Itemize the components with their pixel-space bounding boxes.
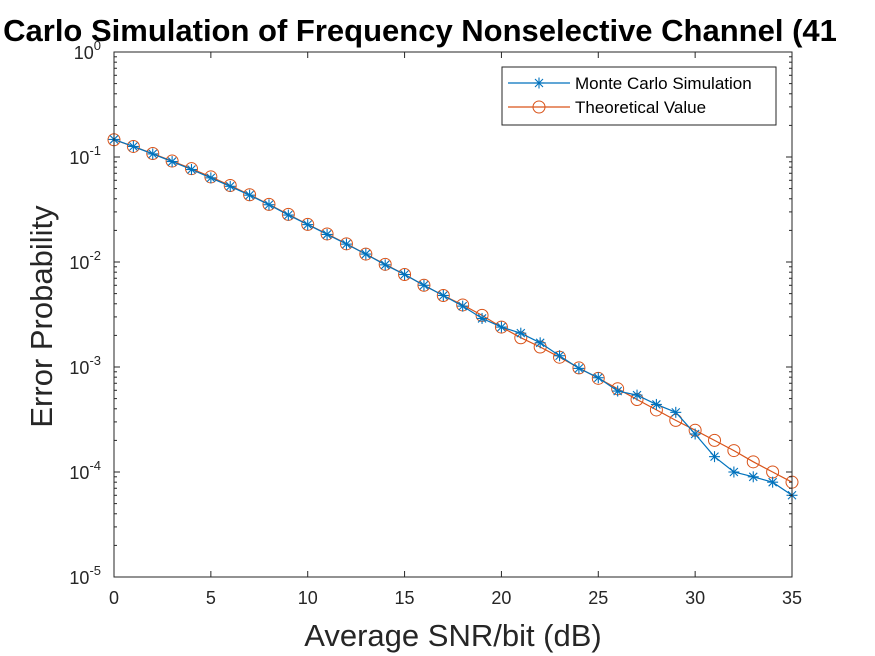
y-tick-label: 10-2 — [69, 248, 101, 273]
legend-item-theoretical-value: Theoretical Value — [508, 98, 706, 117]
data-point-monte-carlo-simulation — [282, 209, 294, 221]
x-tick-label: 10 — [298, 588, 318, 608]
chart-title: Carlo Simulation of Frequency Nonselecti… — [3, 13, 837, 48]
x-tick-label: 30 — [685, 588, 705, 608]
data-point-theoretical-value — [708, 433, 722, 447]
legend-box — [501, 66, 777, 126]
data-point-theoretical-value — [727, 444, 741, 458]
data-point-theoretical-value — [572, 361, 586, 375]
x-tick-label: 5 — [206, 588, 216, 608]
data-point-monte-carlo-simulation — [205, 172, 217, 184]
data-point-monte-carlo-simulation — [418, 279, 430, 291]
data-point-theoretical-value — [243, 188, 257, 202]
legend-marker-theoretical-value — [532, 100, 546, 114]
data-point-theoretical-value — [339, 237, 353, 251]
data-point-theoretical-value — [398, 268, 412, 282]
data-point-monte-carlo-simulation — [224, 180, 236, 192]
data-point-monte-carlo-simulation — [612, 385, 624, 397]
data-point-monte-carlo-simulation — [709, 451, 721, 463]
x-tick-label: 25 — [588, 588, 608, 608]
series-layer — [107, 133, 799, 501]
x-tick-label: 35 — [782, 588, 802, 608]
data-point-monte-carlo-simulation — [747, 471, 759, 483]
data-point-theoretical-value — [359, 247, 373, 261]
x-tick-label: 15 — [395, 588, 415, 608]
data-point-monte-carlo-simulation — [689, 428, 701, 440]
data-point-monte-carlo-simulation — [147, 148, 159, 160]
data-point-theoretical-value — [494, 320, 508, 334]
data-point-monte-carlo-simulation — [592, 372, 604, 384]
legend: Monte Carlo Simulation Theoretical Value — [501, 66, 777, 126]
data-point-theoretical-value — [262, 197, 276, 211]
data-point-theoretical-value — [146, 146, 160, 160]
data-point-monte-carlo-simulation — [437, 289, 449, 301]
series-monte-carlo-simulation — [108, 133, 798, 501]
data-point-monte-carlo-simulation — [360, 248, 372, 260]
data-point-monte-carlo-simulation — [476, 312, 488, 324]
data-point-monte-carlo-simulation — [185, 164, 197, 176]
y-tick-label: 10-4 — [69, 458, 101, 483]
y-tick-label: 10-3 — [69, 353, 101, 378]
x-tick-label: 20 — [491, 588, 511, 608]
data-point-monte-carlo-simulation — [554, 350, 566, 362]
data-point-monte-carlo-simulation — [302, 219, 314, 231]
data-point-monte-carlo-simulation — [495, 321, 507, 333]
legend-items: Monte Carlo Simulation Theoretical Value — [508, 74, 752, 117]
data-point-monte-carlo-simulation — [515, 327, 527, 339]
data-point-monte-carlo-simulation — [127, 140, 139, 152]
data-point-monte-carlo-simulation — [321, 228, 333, 240]
data-point-theoretical-value — [417, 278, 431, 292]
data-point-theoretical-value — [301, 217, 315, 231]
y-tick-label: 10-5 — [69, 563, 101, 588]
data-point-monte-carlo-simulation — [650, 398, 662, 410]
data-point-monte-carlo-simulation — [631, 389, 643, 401]
x-axis-label: Average SNR/bit (dB) — [304, 618, 602, 653]
data-point-monte-carlo-simulation — [670, 406, 682, 418]
data-point-monte-carlo-simulation — [399, 269, 411, 281]
data-point-monte-carlo-simulation — [340, 238, 352, 250]
data-point-monte-carlo-simulation — [379, 259, 391, 271]
x-tick-label: 0 — [109, 588, 119, 608]
y-tick-label: 10-1 — [69, 143, 101, 168]
data-point-monte-carlo-simulation — [573, 362, 585, 374]
legend-marker-monte-carlo-simulation — [533, 77, 545, 89]
plot-area — [114, 52, 792, 577]
legend-label-theoretical-value: Theoretical Value — [575, 98, 706, 117]
data-point-monte-carlo-simulation — [767, 476, 779, 488]
data-point-theoretical-value — [126, 139, 140, 153]
data-point-monte-carlo-simulation — [534, 337, 546, 349]
data-point-theoretical-value — [436, 288, 450, 302]
data-point-theoretical-value — [746, 455, 760, 469]
data-point-monte-carlo-simulation — [728, 466, 740, 478]
data-point-monte-carlo-simulation — [457, 300, 469, 312]
ticks-layer: 0 5 10 15 20 25 30 35 10-5 10-4 10-3 10-2 10-1 100 — [69, 38, 802, 608]
y-axis-label: Error Probability — [24, 205, 59, 428]
data-point-theoretical-value — [378, 257, 392, 271]
legend-label-monte-carlo-simulation: Monte Carlo Simulation — [575, 74, 752, 93]
data-point-theoretical-value — [320, 227, 334, 241]
y-tick-label: 100 — [74, 38, 101, 63]
data-point-monte-carlo-simulation — [166, 156, 178, 168]
legend-item-monte-carlo-simulation: Monte Carlo Simulation — [508, 74, 752, 93]
data-point-monte-carlo-simulation — [244, 189, 256, 201]
data-point-monte-carlo-simulation — [263, 199, 275, 211]
axes-box — [113, 51, 793, 578]
